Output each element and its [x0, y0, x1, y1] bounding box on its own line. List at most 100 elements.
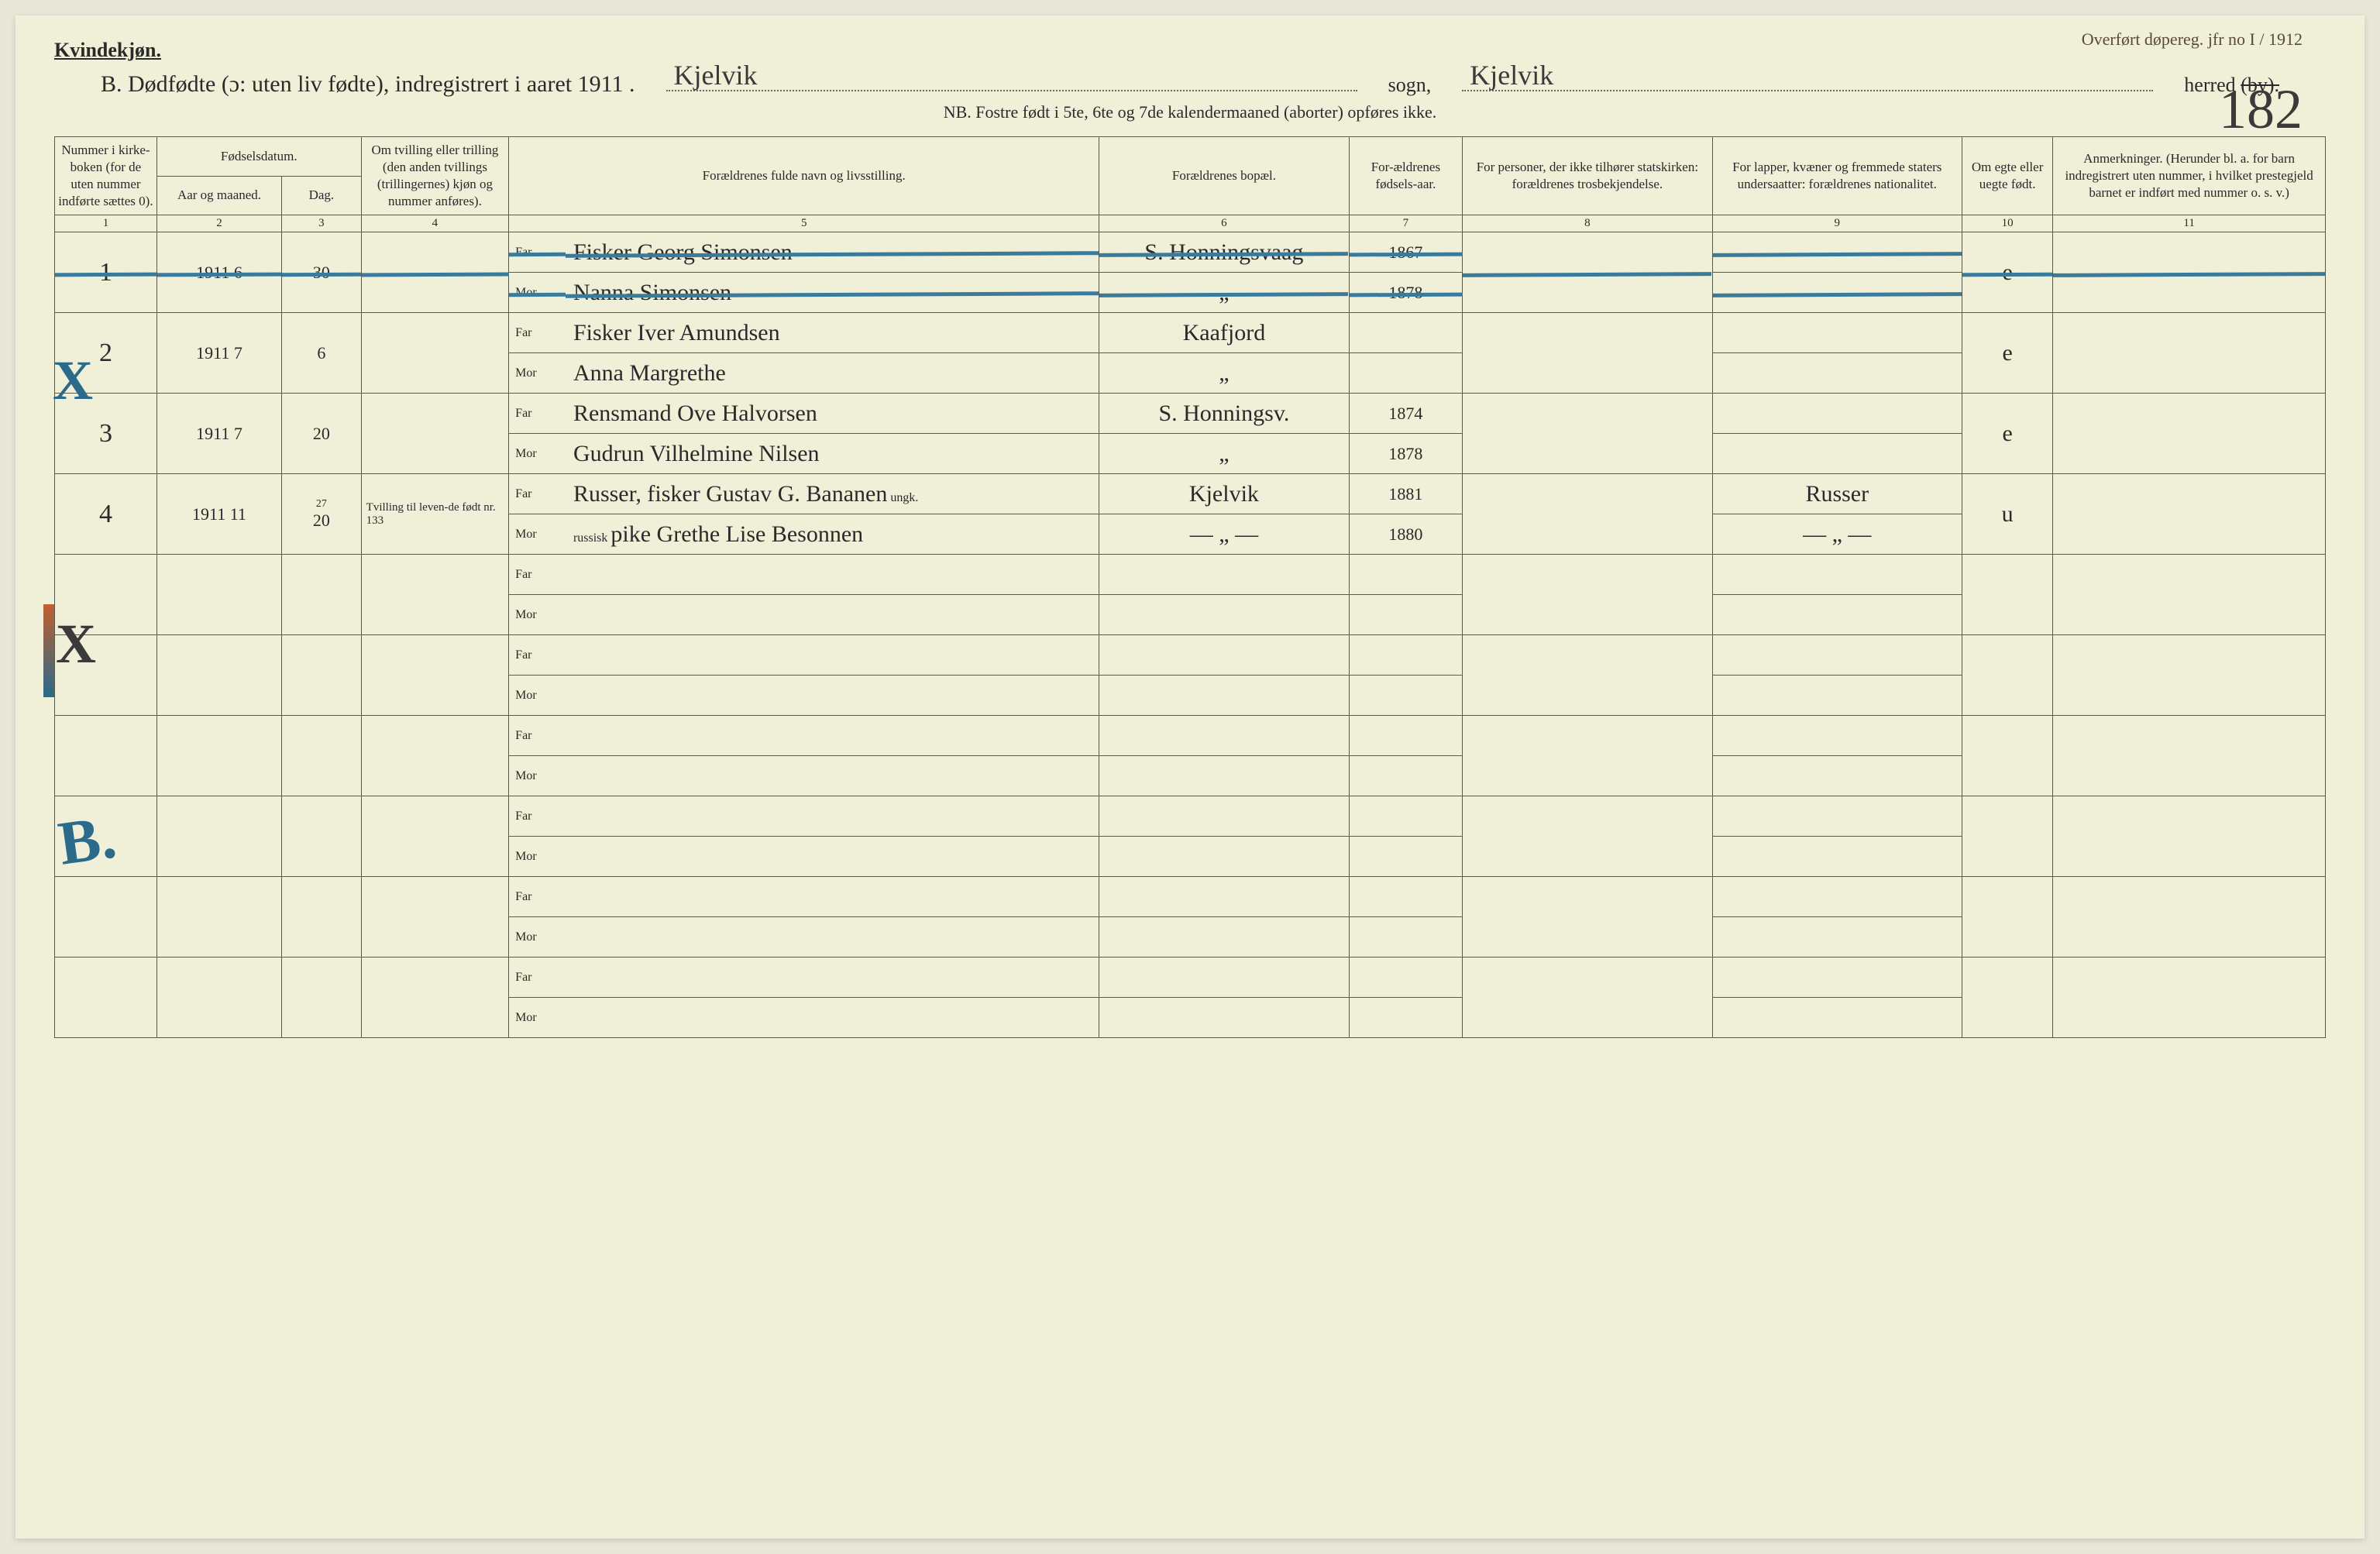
mor-label: Mor: [509, 756, 566, 796]
entry-number: [55, 877, 157, 957]
residence-far: [1099, 796, 1349, 837]
year-month: [156, 957, 281, 1038]
nationality-far: [1712, 877, 1962, 917]
birthyear-mor: [1349, 756, 1463, 796]
birthyear-mor: 1880: [1349, 514, 1463, 555]
birthyear-far: [1349, 313, 1463, 353]
legitimacy: [1962, 716, 2052, 796]
col-header-1: Nummer i kirke-boken (for de uten nummer…: [55, 137, 157, 215]
mother-name: [566, 756, 1099, 796]
far-label: Far: [509, 313, 566, 353]
table-row: Far: [55, 635, 2326, 676]
far-label: Far: [509, 716, 566, 756]
year-month: 1911 11: [156, 474, 281, 555]
birthyear-far: 1874: [1349, 394, 1463, 434]
nationality-far: [1712, 716, 1962, 756]
faith: [1463, 555, 1712, 635]
nationality-mor: [1712, 917, 1962, 957]
col-number: 2: [156, 215, 281, 232]
table-row: Far: [55, 796, 2326, 837]
gender-label: Kvindekjøn.: [54, 39, 2326, 62]
nationality-far: [1712, 796, 1962, 837]
birthyear-mor: [1349, 676, 1463, 716]
nationality-far: Russer: [1712, 474, 1962, 514]
mor-label: Mor: [509, 837, 566, 877]
herred-field: Kjelvik: [1462, 90, 2153, 91]
twin-note: [361, 313, 509, 394]
entry-number: [55, 957, 157, 1038]
herred-value: Kjelvik: [1470, 59, 1553, 91]
entry-number: [55, 716, 157, 796]
remarks: [2053, 957, 2326, 1038]
faith: [1463, 313, 1712, 394]
father-name: Russer, fisker Gustav G. Bananen ungk.: [566, 474, 1099, 514]
faith: [1463, 635, 1712, 716]
residence-mor: [1099, 676, 1349, 716]
birthyear-far: [1349, 796, 1463, 837]
birthyear-mor: 1878: [1349, 434, 1463, 474]
year-month: 1911 7: [156, 313, 281, 394]
mother-name: Anna Margrethe: [566, 353, 1099, 394]
twin-note: [361, 796, 509, 877]
mother-name: Gudrun Vilhelmine Nilsen: [566, 434, 1099, 474]
birthyear-mor: [1349, 998, 1463, 1038]
father-name: Fisker Iver Amundsen: [566, 313, 1099, 353]
residence-mor: „: [1099, 434, 1349, 474]
father-name: [566, 635, 1099, 676]
mor-label: Mor: [509, 353, 566, 394]
legitimacy: [1962, 957, 2052, 1038]
col-header-2a: Aar og maaned.: [156, 176, 281, 215]
birthyear-far: [1349, 555, 1463, 595]
title-year: 1: [612, 71, 624, 97]
nationality-mor: [1712, 353, 1962, 394]
nationality-mor: [1712, 837, 1962, 877]
sogn-field: Kjelvik: [666, 90, 1357, 91]
nationality-far: [1712, 635, 1962, 676]
birthyear-mor: [1349, 917, 1463, 957]
table-row: 11911 630FarFisker Georg SimonsenS. Honn…: [55, 232, 2326, 273]
margin-stripe: [43, 604, 54, 697]
col-header-2b: Dag.: [282, 176, 362, 215]
legitimacy: u: [1962, 474, 2052, 555]
birthyear-mor: [1349, 353, 1463, 394]
entry-number: 4: [55, 474, 157, 555]
col-number: 6: [1099, 215, 1349, 232]
mother-name: [566, 676, 1099, 716]
year-month: 1911 7: [156, 394, 281, 474]
subtitle: NB. Fostre født i 5te, 6te og 7de kalend…: [54, 102, 2326, 122]
col-number: 10: [1962, 215, 2052, 232]
birthyear-mor: [1349, 595, 1463, 635]
day: 30: [282, 232, 362, 313]
residence-far: S. Honningsvaag: [1099, 232, 1349, 273]
nationality-mor: [1712, 595, 1962, 635]
mor-label: Mor: [509, 273, 566, 313]
residence-mor: [1099, 837, 1349, 877]
residence-far: [1099, 957, 1349, 998]
day: 2720: [282, 474, 362, 555]
faith: [1463, 957, 1712, 1038]
nationality-far: [1712, 555, 1962, 595]
faith: [1463, 716, 1712, 796]
mor-label: Mor: [509, 595, 566, 635]
col-header-7: For-ældrenes fødsels-aar.: [1349, 137, 1463, 215]
father-name: [566, 796, 1099, 837]
twin-note: [361, 957, 509, 1038]
col-header-2: Fødselsdatum.: [156, 137, 361, 177]
residence-mor: — „ —: [1099, 514, 1349, 555]
birthyear-mor: 1878: [1349, 273, 1463, 313]
col-header-11: Anmerkninger. (Herunder bl. a. for barn …: [2053, 137, 2326, 215]
sogn-value: Kjelvik: [674, 59, 758, 91]
day: [282, 796, 362, 877]
birthyear-far: 1881: [1349, 474, 1463, 514]
father-name: [566, 555, 1099, 595]
mother-name: [566, 998, 1099, 1038]
col-number: 11: [2053, 215, 2326, 232]
col-number: 1: [55, 215, 157, 232]
table-row: 31911 720FarRensmand Ove HalvorsenS. Hon…: [55, 394, 2326, 434]
col-number: 7: [1349, 215, 1463, 232]
day: [282, 877, 362, 957]
title-prefix: B. Dødfødte (ɔ: uten liv fødte), indregi…: [101, 71, 612, 97]
father-name: [566, 877, 1099, 917]
mother-name: russisk pike Grethe Lise Besonnen: [566, 514, 1099, 555]
col-header-5: Forældrenes fulde navn og livsstilling.: [509, 137, 1099, 215]
